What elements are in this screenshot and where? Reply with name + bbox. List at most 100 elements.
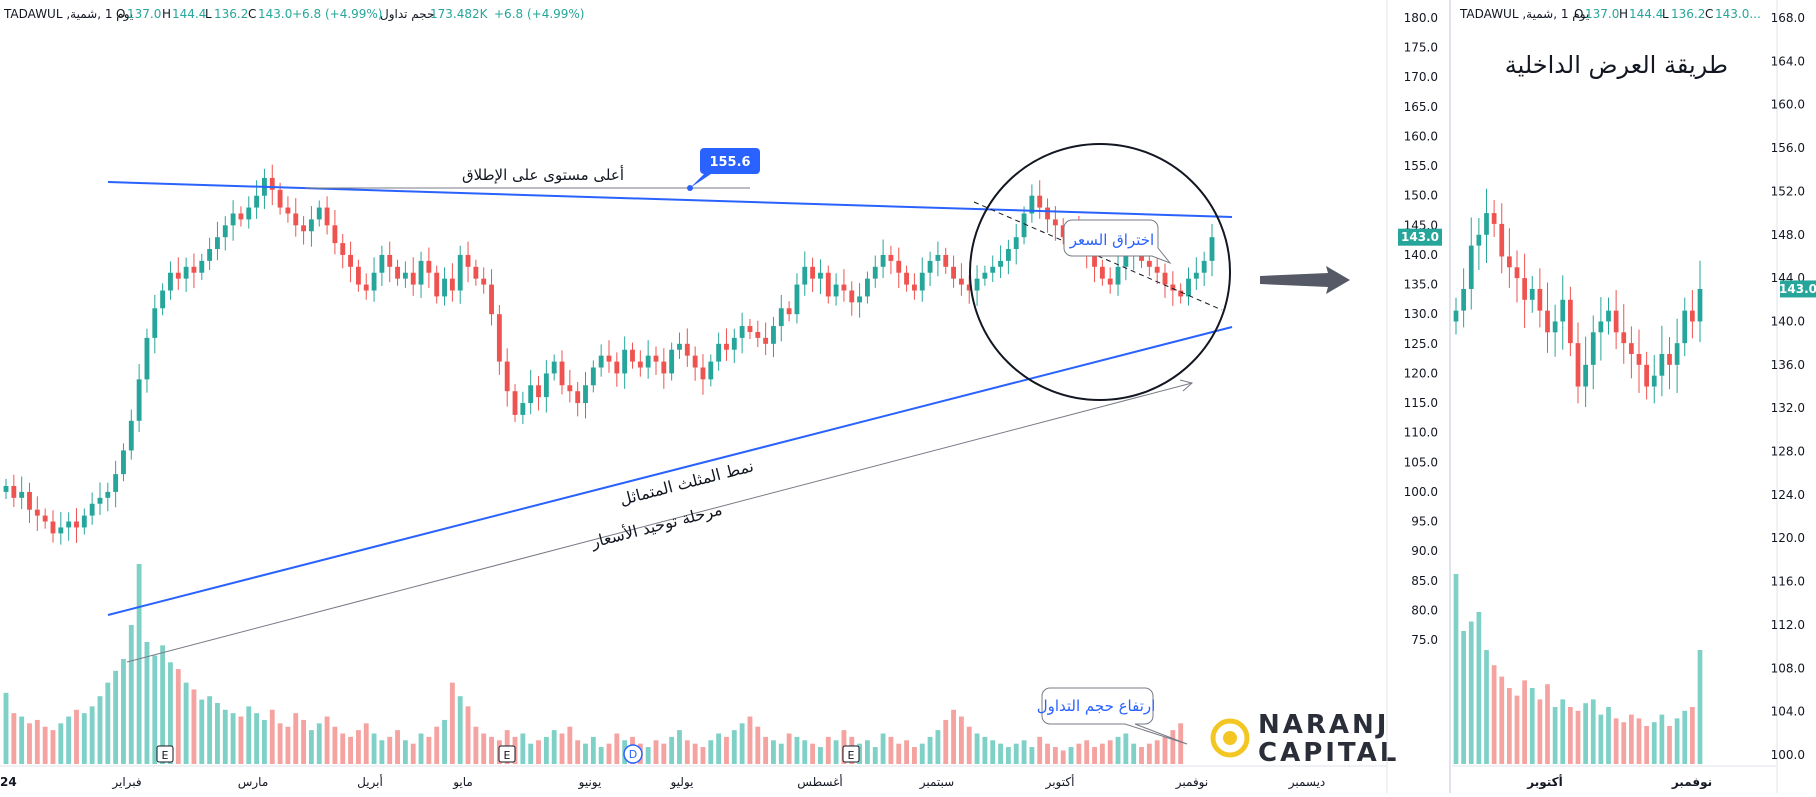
main-legend-h-label: H [162,7,171,21]
main-volume-bar [1037,736,1043,764]
main-volume-bar [802,740,808,764]
dividend-marker[interactable]: D [623,744,643,764]
main-volume-bar [89,706,95,764]
earnings-marker-2[interactable]: E [498,745,516,763]
main-legend-volume: 173.482K [430,7,489,21]
main-candle-body [1170,284,1176,291]
main-volume-bar [387,736,393,764]
main-candle-body [661,361,667,374]
earnings-marker-1[interactable]: E [156,745,174,763]
inset-candle-body [1575,343,1581,387]
main-candle-body [669,349,675,374]
main-candle-body [927,260,933,273]
inset-volume-bar [1651,722,1657,764]
inset-candle-body [1514,267,1520,279]
main-volume-bar [113,670,119,764]
main-y-tick-label: 105.0 [1404,455,1438,469]
main-candle-body [583,385,588,404]
main-volume-bar [11,713,17,764]
lower-trendline[interactable] [107,326,1233,616]
main-volume-bar [285,726,291,764]
main-volume-bar [598,747,604,764]
main-candle-body [692,355,698,368]
main-volume-bar [348,736,353,764]
main-volume-bar [716,733,722,764]
main-volume-bar [1107,740,1113,764]
main-volume-bar [872,747,878,764]
main-candle-body [755,331,761,338]
main-volume-bar [653,740,659,764]
main-candle-body [199,260,205,273]
inset-y-tick-label: 108.0 [1771,661,1805,675]
main-volume-bars [3,564,1184,764]
main-candle-body [778,308,784,327]
main-candle-body [708,361,714,380]
main-volume-bar [402,740,408,764]
main-y-tick-label: 175.0 [1404,41,1438,55]
main-volume-bar [543,736,549,764]
main-candle-body [410,272,416,285]
main-candle-body [771,326,776,344]
main-candle-body [222,225,228,238]
inset-candle-body [1468,245,1474,289]
main-candle-body [551,361,557,374]
main-chart-pane[interactable]: أعلى مستوى على الإطلاق 155.6 نمط المثلث … [0,0,1399,790]
inset-chart-pane[interactable]: طريقة العرض الداخلية TADAWUL ,يوم 1 ,شمي… [1452,0,1776,790]
main-candle-body [371,272,377,291]
inset-legend-o: 137.0 [1585,7,1619,21]
main-volume-bar [606,743,612,764]
upper-trendline[interactable] [107,181,1233,218]
main-candle-body [379,254,385,273]
inset-y-tick-label: 136.0 [1771,358,1805,372]
main-volume-bar [677,730,682,764]
consolidation-arrow-line[interactable] [126,382,1193,663]
main-candle-body [614,361,620,374]
inset-y-axis[interactable]: 168.0164.0160.0156.0152.0148.0144.0140.0… [1771,0,1816,793]
inset-volume-bar [1629,714,1634,764]
earnings-marker-3[interactable]: E [842,745,860,763]
main-candle-body [1201,260,1207,273]
inset-legend: TADAWUL ,يوم 1 ,شمية O 137.0 H 144.4 L 1… [1459,7,1761,22]
inset-candle-body [1476,234,1482,246]
main-legend: TADAWUL ,يوم 1 ,شمية O 137.0 H 144.4 L 1… [3,7,585,22]
main-y-axis[interactable]: 180.0175.0170.0165.0160.0155.0150.0145.0… [1386,0,1442,793]
breakout-callout[interactable] [1063,219,1172,265]
main-candle-body [457,254,463,291]
main-volume-bar [943,719,949,764]
main-candle-body [567,385,573,392]
main-candle-body [465,254,471,267]
main-volume-bar [457,696,463,764]
year-fragment: 24 [0,775,17,789]
peak-price-badge[interactable] [700,148,760,174]
main-x-tick-label: نوفمبر [1175,775,1208,790]
main-candle-body [136,379,142,421]
main-volume-bar [27,723,32,764]
main-volume-bar [880,733,886,764]
main-x-tick-label: يونيو [578,775,602,790]
inset-legend-h: 144.4 [1629,7,1663,21]
main-volume-bar [786,733,792,764]
main-legend-change: +6.8 (+4.99%) [292,7,383,21]
inset-volume-bar [1484,650,1489,764]
inset-x-axis: أكتوبر نوفمبر [1526,774,1712,790]
main-candle-body [128,420,134,451]
main-candle-body [630,349,635,362]
main-volume-bar [1029,747,1035,764]
main-volume-bar [1162,736,1168,764]
main-volume-bar [528,743,534,764]
main-candle-body [1052,219,1058,226]
volume-callout[interactable] [1041,687,1188,745]
main-candle-body [316,207,322,220]
main-volume-bar [888,736,894,764]
breakout-circle[interactable] [969,143,1231,401]
main-volume-bar [1021,740,1027,764]
main-volume-bar [222,709,228,764]
main-volume-bar [34,719,40,764]
main-candle-body [849,290,855,303]
main-volume-bar [927,736,933,764]
main-volume-bar [575,740,581,764]
main-candle-body [74,521,79,528]
main-volume-bar [465,706,471,764]
main-candle-body [97,497,103,504]
main-candle-body [293,213,299,226]
